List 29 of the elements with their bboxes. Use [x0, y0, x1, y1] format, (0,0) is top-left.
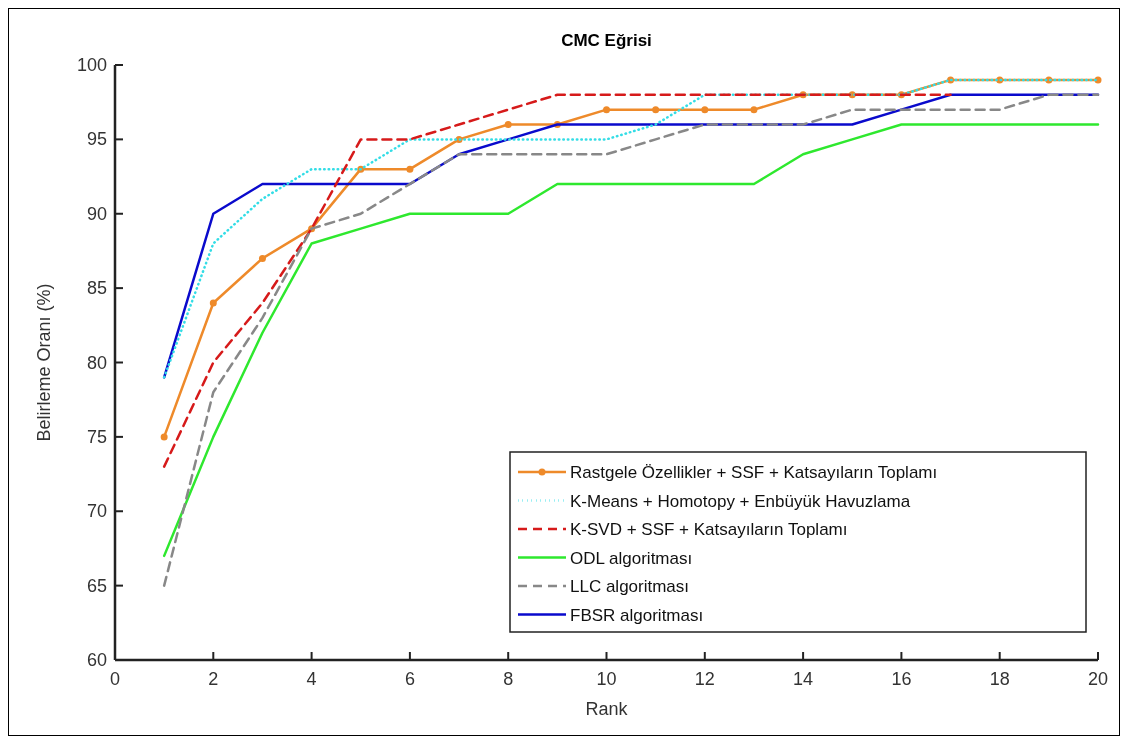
y-tick-label: 85 [86, 278, 107, 299]
y-tick-label: 80 [86, 352, 107, 373]
chart-title: CMC Eğrisi [561, 31, 652, 50]
x-tick-label: 2 [208, 669, 219, 689]
legend-label: ODL algoritması [570, 548, 693, 568]
legend-label: LLC algoritması [570, 577, 690, 596]
x-axis-title: Rank [585, 699, 629, 719]
x-tick-label: 0 [109, 669, 121, 689]
x-tick-label: 12 [694, 669, 715, 689]
x-tick-label: 4 [306, 669, 317, 689]
y-tick-label: 90 [86, 203, 107, 224]
y-tick-label: 65 [86, 575, 107, 596]
y-tick-label: 100 [76, 55, 107, 75]
x-tick-label: 18 [989, 669, 1010, 689]
x-tick-label: 14 [793, 669, 814, 689]
y-tick-label: 70 [86, 501, 107, 522]
legend-label: K-SVD + SSF + Katsayıların Toplamı [570, 520, 848, 539]
legend-label: Rastgele Özellikler + SSF + Katsayıların Toplamı [570, 463, 938, 482]
y-tick-label: 60 [86, 650, 107, 670]
y-tick-label: 95 [86, 129, 107, 150]
y-tick-label: 75 [86, 426, 107, 447]
x-tick-label: 10 [596, 669, 617, 689]
x-tick-label: 20 [1087, 669, 1109, 689]
x-tick-label: 16 [891, 669, 912, 689]
legend-label: K-Means + Homotopy + Enbüyük Havuzlama [570, 491, 911, 511]
y-axis-title: Belirleme Oranı (%) [34, 283, 54, 442]
x-tick-label: 6 [404, 669, 415, 689]
x-tick-label: 8 [503, 669, 514, 689]
legend-label: FBSR algoritması [570, 605, 704, 625]
